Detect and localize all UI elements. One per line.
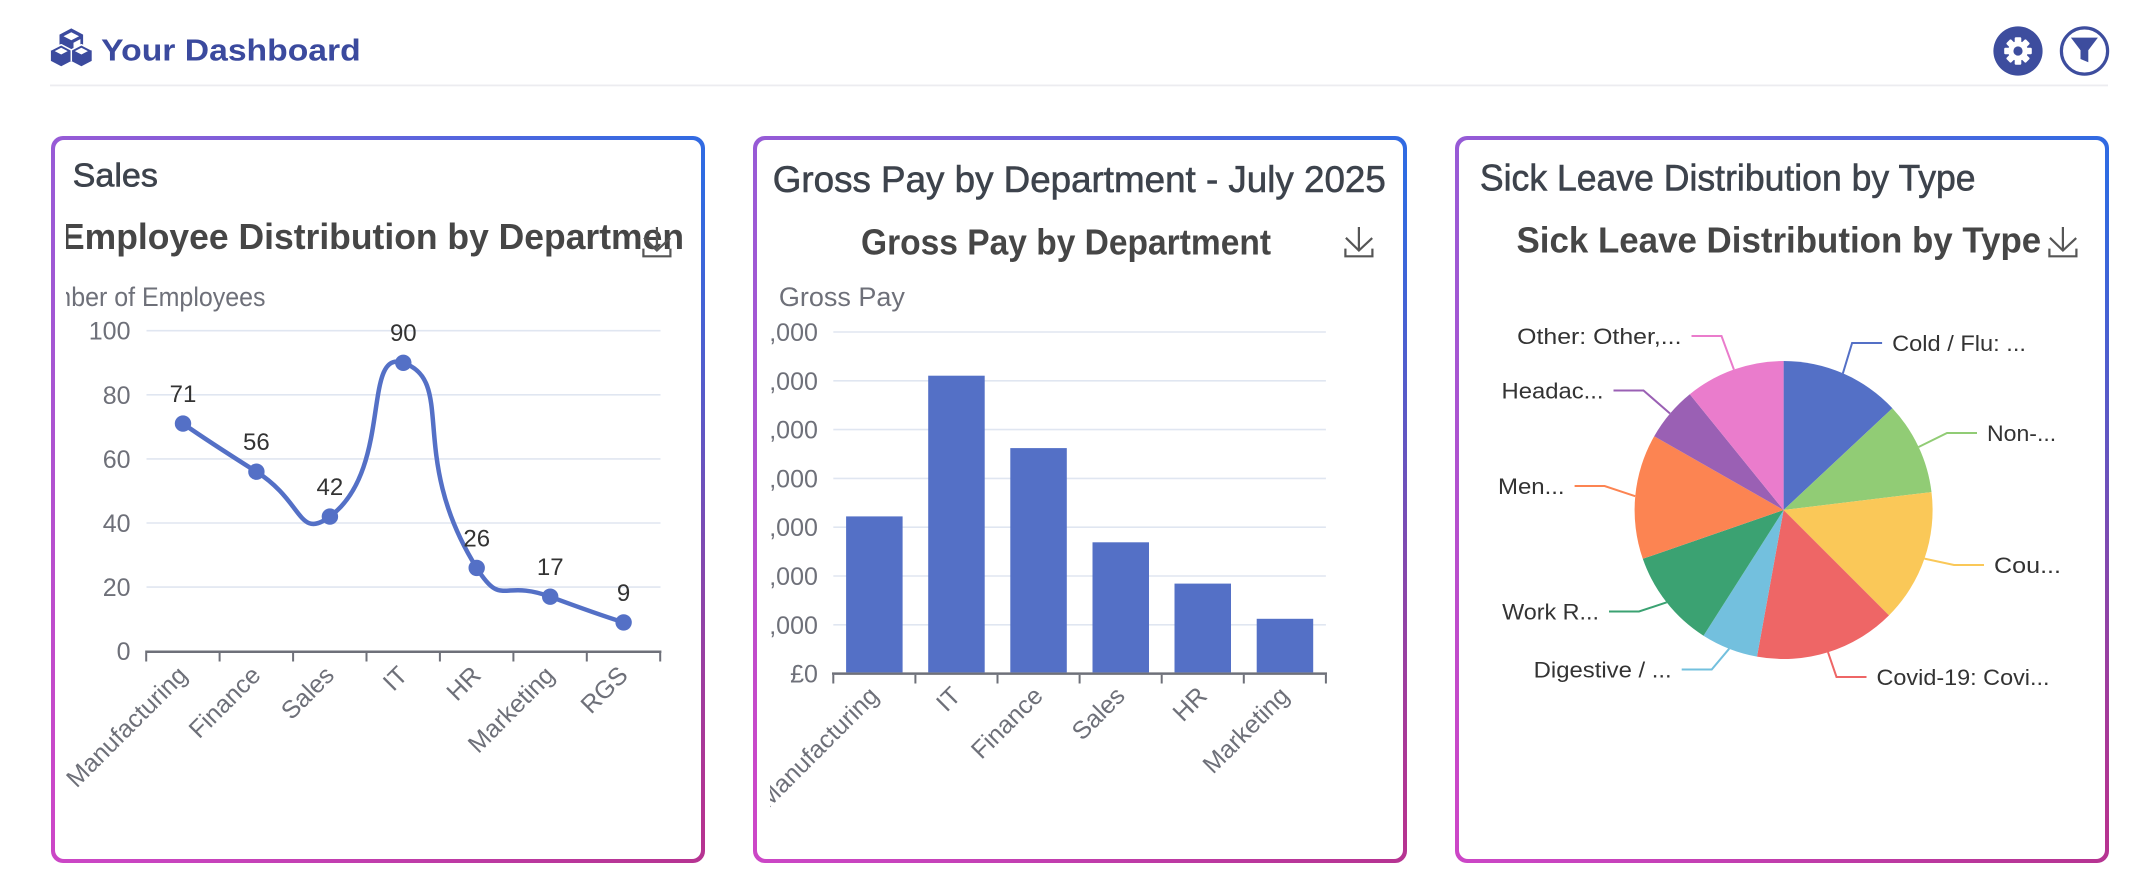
svg-text:60: 60 [103,446,131,474]
svg-text:90: 90 [390,320,417,347]
svg-text:Non-...: Non-... [1987,421,2056,446]
svg-text:Sales: Sales [276,661,340,725]
svg-text:Headac...: Headac... [1502,379,1604,404]
svg-text:Covid-19: Covi...: Covid-19: Covi... [1877,665,2050,690]
svg-text:40: 40 [103,510,131,538]
svg-text:,000: ,000 [770,319,818,347]
svg-text:Manufacturing: Manufacturing [770,682,884,814]
svg-text:RGS: RGS [575,661,633,719]
svg-text:26: 26 [463,525,490,552]
svg-text:42: 42 [317,474,344,501]
svg-text:56: 56 [243,429,270,456]
svg-text:,000: ,000 [770,465,818,493]
svg-text:,000: ,000 [770,612,818,640]
svg-text:100: 100 [89,318,131,346]
svg-text:IT: IT [378,661,414,697]
svg-text:HR: HR [1167,682,1212,727]
svg-text:£0: £0 [790,661,818,689]
svg-text:Cold / Flu: ...: Cold / Flu: ... [1892,331,2026,356]
svg-text:IT: IT [931,682,967,718]
svg-text:Sick Leave Distribution by Typ: Sick Leave Distribution by Type [1480,157,1976,198]
svg-text:0: 0 [117,638,131,666]
svg-text:Gross Pay: Gross Pay [779,282,906,312]
svg-text:,000: ,000 [770,563,818,591]
svg-text:20: 20 [103,574,131,602]
svg-text:Finance: Finance [966,682,1049,765]
svg-text:71: 71 [170,381,197,408]
svg-text:80: 80 [103,382,131,410]
svg-text:Marketing: Marketing [1197,682,1294,779]
svg-text:Your Dashboard: Your Dashboard [101,32,361,67]
svg-text:Sales: Sales [1067,682,1131,746]
svg-text:Number of Employees: Number of Employees [66,282,266,312]
svg-text:,000: ,000 [770,417,818,445]
svg-text:Other: Other,...: Other: Other,... [1517,324,1681,349]
svg-text:,000: ,000 [770,368,818,396]
svg-text:9: 9 [617,580,630,607]
svg-text:Manufacturing: Manufacturing [66,661,193,793]
svg-text:,000: ,000 [770,514,818,542]
svg-text:Sales: Sales [73,156,158,193]
svg-text:Gross Pay by Department - July: Gross Pay by Department - July 2025 [773,159,1386,200]
svg-text:Digestive / ...: Digestive / ... [1534,658,1672,683]
svg-text:HR: HR [441,661,486,706]
svg-text:Work R...: Work R... [1502,600,1599,625]
svg-text:17: 17 [537,554,564,581]
svg-text:Employee Distribution by Depar: Employee Distribution by Departmen [66,216,684,257]
svg-text:Cou...: Cou... [1994,553,2061,578]
svg-text:Men...: Men... [1498,474,1565,499]
svg-text:Finance: Finance [184,661,267,744]
svg-text:Gross Pay by Department: Gross Pay by Department [861,221,1271,262]
svg-text:Sick Leave Distribution by Typ: Sick Leave Distribution by Type [1517,219,2042,260]
